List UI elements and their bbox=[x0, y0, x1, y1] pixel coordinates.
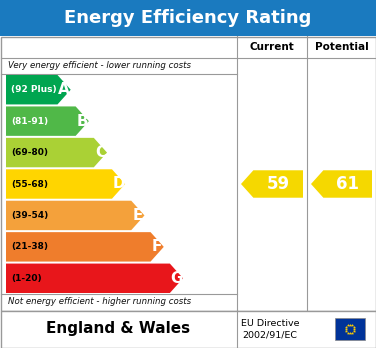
Text: (81-91): (81-91) bbox=[11, 117, 48, 126]
Text: F: F bbox=[152, 239, 162, 254]
Text: Current: Current bbox=[250, 42, 294, 52]
Text: C: C bbox=[95, 145, 106, 160]
Text: B: B bbox=[76, 114, 88, 129]
Text: Energy Efficiency Rating: Energy Efficiency Rating bbox=[64, 9, 312, 27]
Text: G: G bbox=[170, 271, 183, 286]
Polygon shape bbox=[241, 170, 303, 198]
Text: (55-68): (55-68) bbox=[11, 180, 48, 189]
Polygon shape bbox=[311, 170, 372, 198]
Text: E: E bbox=[133, 208, 143, 223]
Bar bbox=[335, 318, 365, 340]
Text: Very energy efficient - lower running costs: Very energy efficient - lower running co… bbox=[8, 62, 191, 71]
Text: England & Wales: England & Wales bbox=[47, 322, 191, 337]
Bar bbox=[0, 0, 376, 36]
Text: A: A bbox=[58, 82, 70, 97]
Text: EU Directive
2002/91/EC: EU Directive 2002/91/EC bbox=[241, 319, 299, 339]
Polygon shape bbox=[6, 169, 125, 199]
Bar bbox=[0, 37, 376, 310]
Text: (92 Plus): (92 Plus) bbox=[11, 85, 57, 94]
Text: D: D bbox=[112, 176, 125, 191]
Text: (69-80): (69-80) bbox=[11, 148, 48, 157]
Polygon shape bbox=[6, 232, 164, 262]
Polygon shape bbox=[6, 263, 183, 293]
Text: (39-54): (39-54) bbox=[11, 211, 48, 220]
Bar bbox=[0, 310, 376, 348]
Text: (1-20): (1-20) bbox=[11, 274, 42, 283]
Text: 61: 61 bbox=[336, 175, 359, 193]
Text: (21-38): (21-38) bbox=[11, 242, 48, 251]
Polygon shape bbox=[6, 201, 144, 230]
Polygon shape bbox=[6, 138, 107, 167]
Text: 59: 59 bbox=[267, 175, 290, 193]
Text: Not energy efficient - higher running costs: Not energy efficient - higher running co… bbox=[8, 298, 191, 307]
Text: Potential: Potential bbox=[315, 42, 368, 52]
Polygon shape bbox=[6, 75, 71, 104]
Polygon shape bbox=[6, 106, 89, 136]
